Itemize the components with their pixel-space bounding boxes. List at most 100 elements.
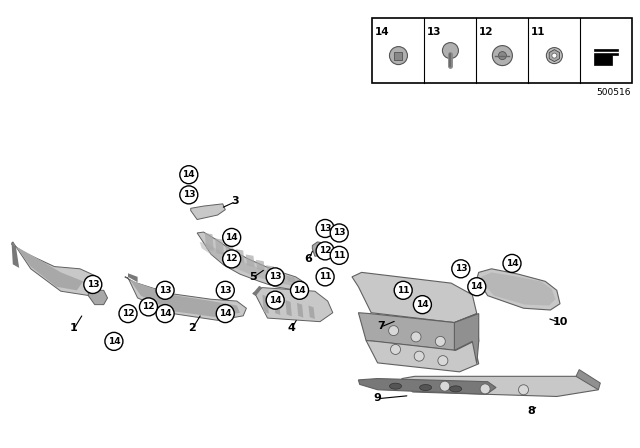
Polygon shape (454, 314, 479, 364)
Polygon shape (287, 276, 296, 283)
Polygon shape (225, 244, 234, 259)
Circle shape (316, 242, 334, 260)
Polygon shape (246, 254, 255, 267)
Circle shape (119, 305, 137, 323)
Text: 13: 13 (159, 286, 172, 295)
Circle shape (316, 220, 334, 237)
Circle shape (452, 260, 470, 278)
Circle shape (330, 246, 348, 264)
Text: 14: 14 (108, 337, 120, 346)
Circle shape (440, 381, 450, 391)
Polygon shape (276, 271, 285, 279)
Polygon shape (88, 290, 108, 305)
Circle shape (291, 281, 308, 299)
Text: 1: 1 (70, 323, 77, 333)
Text: 12: 12 (319, 246, 332, 255)
Circle shape (414, 351, 424, 361)
Polygon shape (128, 279, 240, 317)
Text: 11: 11 (319, 272, 332, 281)
Text: 11: 11 (333, 251, 346, 260)
Polygon shape (595, 48, 618, 65)
Polygon shape (12, 242, 99, 296)
Circle shape (468, 278, 486, 296)
Circle shape (180, 186, 198, 204)
Polygon shape (14, 244, 83, 290)
Text: 13: 13 (269, 272, 282, 281)
Text: 14: 14 (225, 233, 238, 242)
Text: 11: 11 (397, 286, 410, 295)
Circle shape (105, 332, 123, 350)
Text: 13: 13 (427, 27, 441, 37)
Text: 9: 9 (374, 393, 381, 403)
Polygon shape (262, 295, 269, 314)
Text: 6: 6 (305, 254, 312, 264)
Polygon shape (205, 233, 214, 251)
Polygon shape (128, 273, 138, 282)
Circle shape (84, 276, 102, 293)
Circle shape (156, 281, 174, 299)
Polygon shape (253, 288, 333, 322)
Bar (372, 18, 632, 83)
Text: 13: 13 (333, 228, 346, 237)
Text: 13: 13 (319, 224, 332, 233)
Circle shape (156, 305, 174, 323)
Polygon shape (200, 242, 302, 286)
Circle shape (499, 52, 506, 60)
Circle shape (140, 298, 157, 316)
Polygon shape (358, 379, 496, 394)
Circle shape (223, 250, 241, 268)
Text: 13: 13 (182, 190, 195, 199)
Text: 14: 14 (374, 27, 389, 37)
Polygon shape (352, 272, 477, 323)
Text: 14: 14 (269, 296, 282, 305)
Text: 2: 2 (188, 323, 196, 333)
Polygon shape (191, 204, 225, 220)
Polygon shape (477, 269, 560, 310)
Circle shape (316, 268, 334, 286)
Polygon shape (12, 242, 19, 268)
Polygon shape (285, 300, 292, 316)
Text: 14: 14 (182, 170, 195, 179)
Text: 12: 12 (479, 27, 493, 37)
Polygon shape (197, 232, 304, 289)
Circle shape (223, 228, 241, 246)
Polygon shape (266, 265, 275, 275)
Ellipse shape (450, 386, 461, 392)
Text: 14: 14 (159, 309, 172, 318)
Circle shape (480, 384, 490, 394)
Text: 14: 14 (416, 300, 429, 309)
Circle shape (394, 281, 412, 299)
Circle shape (442, 43, 458, 59)
Text: 13: 13 (86, 280, 99, 289)
Circle shape (390, 47, 408, 65)
Polygon shape (253, 286, 262, 296)
Circle shape (518, 385, 529, 395)
Polygon shape (274, 297, 280, 315)
Polygon shape (312, 242, 324, 256)
Circle shape (503, 254, 521, 272)
Circle shape (216, 281, 234, 299)
Polygon shape (256, 260, 265, 271)
Text: 500516: 500516 (596, 88, 630, 97)
Polygon shape (236, 249, 244, 263)
Text: 3: 3 (232, 196, 239, 206)
Circle shape (266, 291, 284, 309)
Circle shape (413, 296, 431, 314)
Text: 4: 4 (287, 323, 295, 333)
Text: 13: 13 (454, 264, 467, 273)
Circle shape (388, 326, 399, 336)
Text: 14: 14 (219, 309, 232, 318)
Circle shape (552, 53, 557, 58)
Text: 12: 12 (142, 302, 155, 311)
Text: 13: 13 (219, 286, 232, 295)
Circle shape (180, 166, 198, 184)
Polygon shape (297, 303, 303, 318)
Bar (394, 52, 403, 60)
Text: 14: 14 (506, 259, 518, 268)
Polygon shape (549, 50, 559, 61)
Polygon shape (481, 272, 556, 306)
Ellipse shape (390, 383, 401, 389)
Circle shape (438, 356, 448, 366)
Text: 12: 12 (122, 309, 134, 318)
Polygon shape (308, 306, 315, 319)
